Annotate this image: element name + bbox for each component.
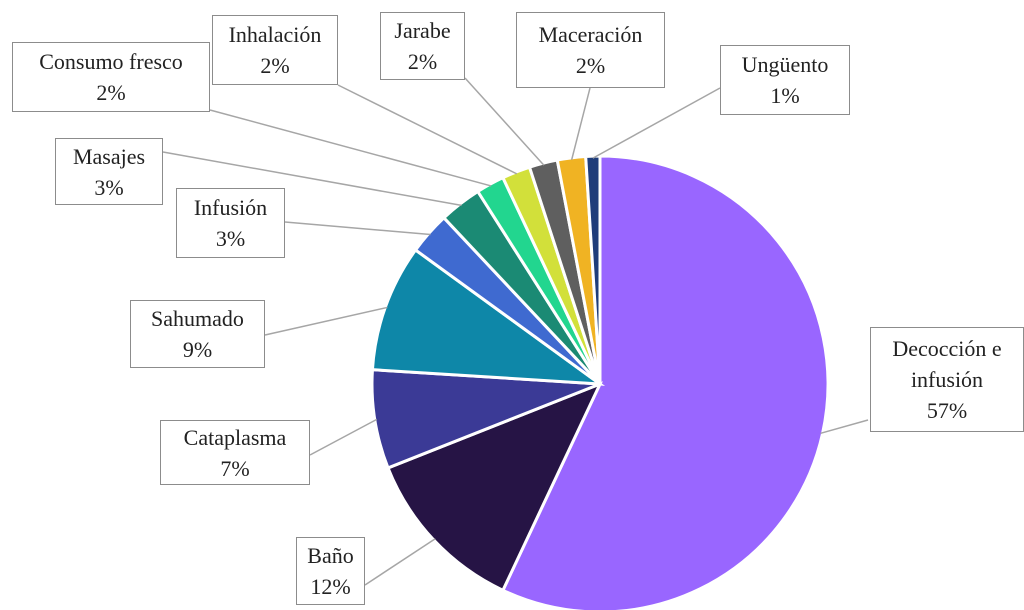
data-label: Cataplasma 7% bbox=[160, 420, 310, 485]
data-label: Sahumado 9% bbox=[130, 300, 265, 368]
category-label: Sahumado bbox=[151, 306, 244, 331]
leader-line bbox=[364, 538, 436, 586]
category-label: Baño bbox=[307, 543, 354, 568]
category-label: Masajes bbox=[72, 143, 146, 169]
value-label: 2% bbox=[96, 80, 126, 105]
category-label: Decocción e infusión bbox=[892, 336, 1002, 392]
leader-line bbox=[309, 418, 378, 456]
leader-line bbox=[209, 109, 492, 187]
value-label: 57% bbox=[926, 398, 968, 423]
data-label: Maceración 2% bbox=[516, 12, 665, 88]
data-label: Masajes 3% bbox=[55, 138, 163, 205]
leader-line bbox=[337, 84, 518, 175]
leader-line bbox=[464, 77, 545, 166]
value-label: 1% bbox=[770, 83, 800, 108]
data-label: Inhalación 2% bbox=[212, 15, 338, 85]
value-label: 3% bbox=[215, 226, 246, 251]
data-label: Jarabe 2% bbox=[380, 12, 465, 80]
leader-line bbox=[264, 306, 388, 336]
value-label: 3% bbox=[94, 174, 124, 200]
value-label: 9% bbox=[182, 337, 213, 362]
pie-slice bbox=[500, 154, 830, 610]
value-label: 2% bbox=[575, 53, 606, 78]
pie-slice bbox=[584, 154, 602, 385]
value-label: 12% bbox=[310, 574, 351, 599]
value-label: 7% bbox=[220, 455, 250, 481]
leader-line bbox=[162, 151, 462, 207]
leader-line bbox=[570, 87, 591, 160]
data-label: Consumo fresco 2% bbox=[12, 42, 210, 112]
category-label: Inhalación bbox=[228, 22, 322, 47]
category-label: Consumo fresco bbox=[39, 49, 183, 74]
value-label: 2% bbox=[407, 49, 438, 74]
data-label: Baño 12% bbox=[296, 537, 365, 605]
category-label: Cataplasma bbox=[183, 424, 287, 450]
category-label: Maceración bbox=[538, 22, 643, 47]
category-label: Infusión bbox=[193, 195, 268, 220]
pie-slice bbox=[370, 247, 606, 386]
category-label: Jarabe bbox=[394, 18, 451, 43]
leader-line bbox=[284, 221, 431, 236]
category-label: Ungüento bbox=[741, 52, 829, 77]
data-label: Decocción e infusión 57% bbox=[870, 327, 1024, 432]
value-label: 2% bbox=[260, 53, 290, 78]
data-label: Infusión 3% bbox=[176, 188, 285, 258]
leader-line bbox=[592, 87, 721, 159]
leader-line bbox=[820, 419, 869, 435]
data-label: Ungüento 1% bbox=[720, 45, 850, 115]
